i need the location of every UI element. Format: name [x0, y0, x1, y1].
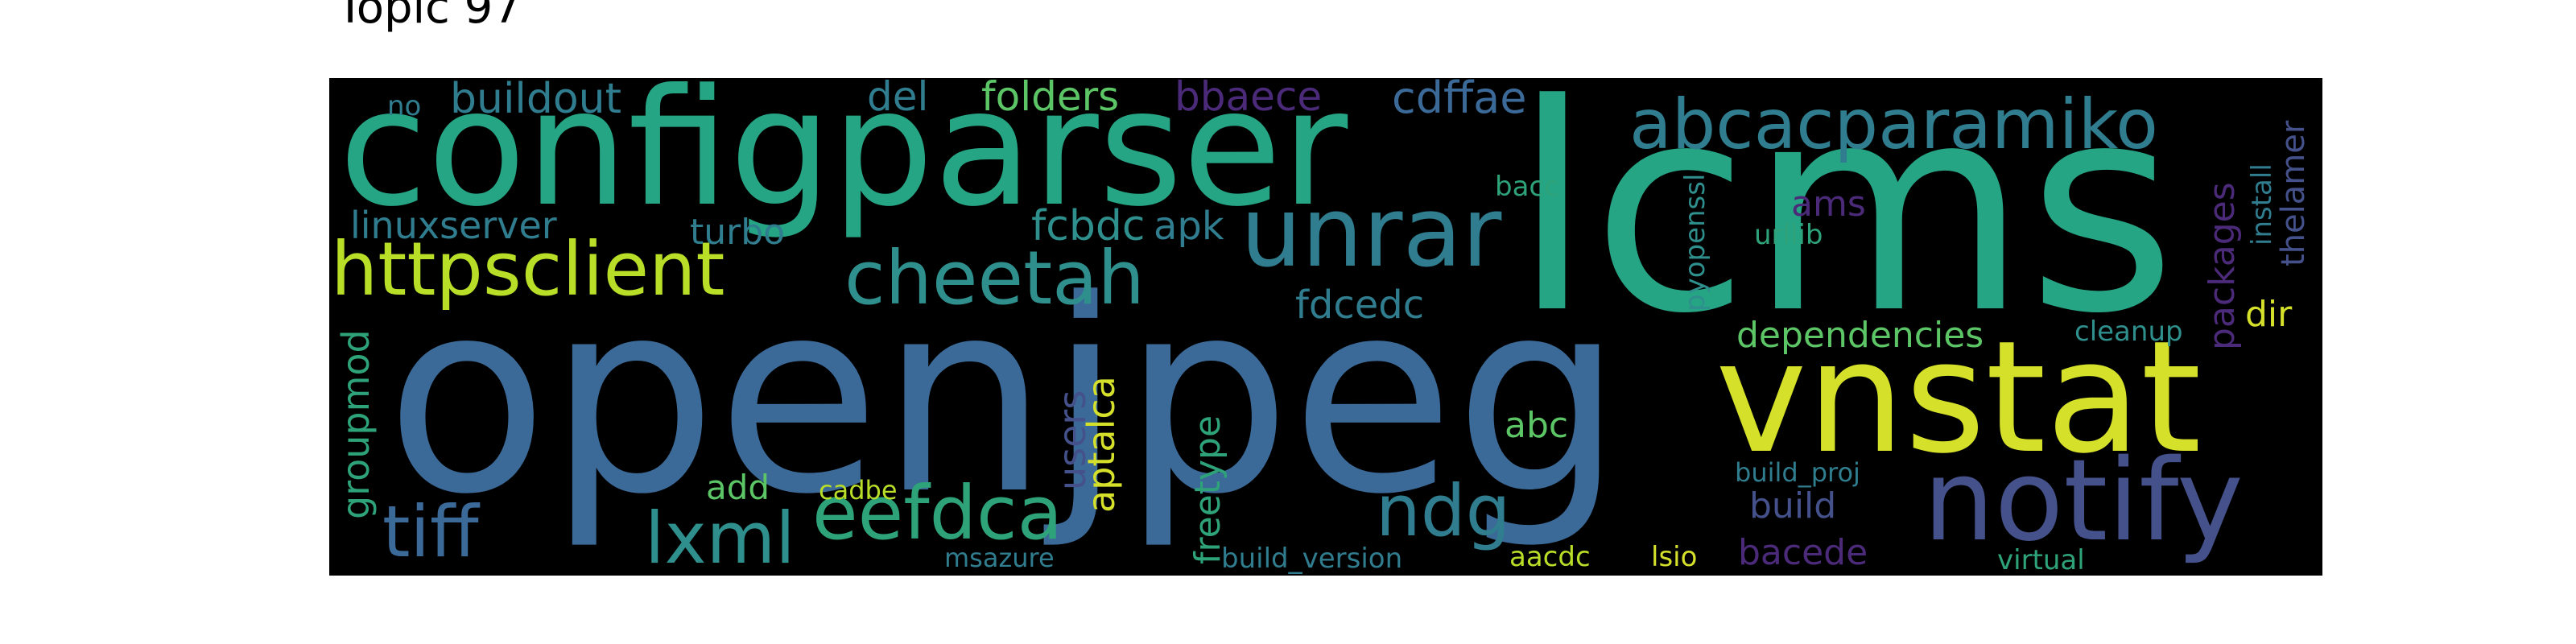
word-pyopenssl: pyopenssl [1679, 173, 1711, 312]
word-aacdc: aacdc [1509, 541, 1591, 573]
word-groupmod: groupmod [334, 329, 378, 519]
word-cloud: openjpeg configparser lcms vnstat notify… [329, 78, 2322, 576]
word-dependencies: dependencies [1736, 315, 1984, 356]
word-build_version: build_version [1221, 543, 1403, 575]
word-build_proj: build_proj [1735, 457, 1860, 488]
word-unrar: unrar [1241, 177, 1502, 289]
word-cdffae: cdffae [1392, 78, 1527, 123]
word-install: install [2246, 163, 2278, 246]
word-thelamer: thelamer [2275, 120, 2312, 266]
word-bacede: bacede [1738, 532, 1868, 573]
word-ndg: ndg [1376, 469, 1511, 552]
word-linuxserver: linuxserver [350, 204, 557, 247]
word-lcms: lcms [1513, 78, 2177, 376]
word-fcbdc: fcbdc [1031, 202, 1146, 250]
word-httpsclient: httpsclient [331, 226, 725, 312]
word-freetype: freetype [1187, 415, 1228, 564]
word-msazure: msazure [944, 543, 1055, 573]
word-build: build [1749, 485, 1837, 526]
word-turbo: turbo [690, 212, 786, 253]
word-packages: packages [2202, 182, 2243, 350]
word-cheetah: cheetah [844, 235, 1145, 321]
word-bacc: bacc [1495, 171, 1559, 203]
word-dir: dir [2245, 294, 2293, 335]
word-eefdca: eefdca [812, 470, 1063, 556]
word-no: no [387, 90, 422, 122]
word-lxml: lxml [645, 497, 795, 576]
word-urllib: urllib [1754, 219, 1823, 251]
word-notify: notify [1923, 436, 2244, 567]
word-lsio: lsio [1651, 541, 1698, 573]
word-abc: abc [1505, 405, 1569, 446]
word-folders: folders [981, 78, 1120, 120]
word-cleanup: cleanup [2074, 316, 2183, 348]
word-apk: apk [1154, 204, 1224, 249]
word-cadbe: cadbe [819, 475, 898, 506]
word-buildout: buildout [450, 78, 622, 123]
word-configparser: configparser [339, 78, 1348, 242]
word-virtual: virtual [1997, 544, 2085, 576]
word-bbaece: bbaece [1174, 78, 1323, 120]
word-vnstat: vnstat [1715, 308, 2202, 488]
word-add: add [706, 468, 770, 507]
word-fdcedc: fdcedc [1295, 283, 1425, 328]
word-del: del [867, 78, 929, 120]
word-aptalca: aptalca [1080, 376, 1123, 513]
word-abcacparamiko: abcacparamiko [1629, 85, 2158, 165]
word-tiff: tiff [382, 490, 479, 573]
word-openjpeg: openjpeg [386, 243, 1624, 552]
chart-title: Topic 97 [336, 0, 522, 34]
word-ams: ams [1791, 184, 1866, 225]
